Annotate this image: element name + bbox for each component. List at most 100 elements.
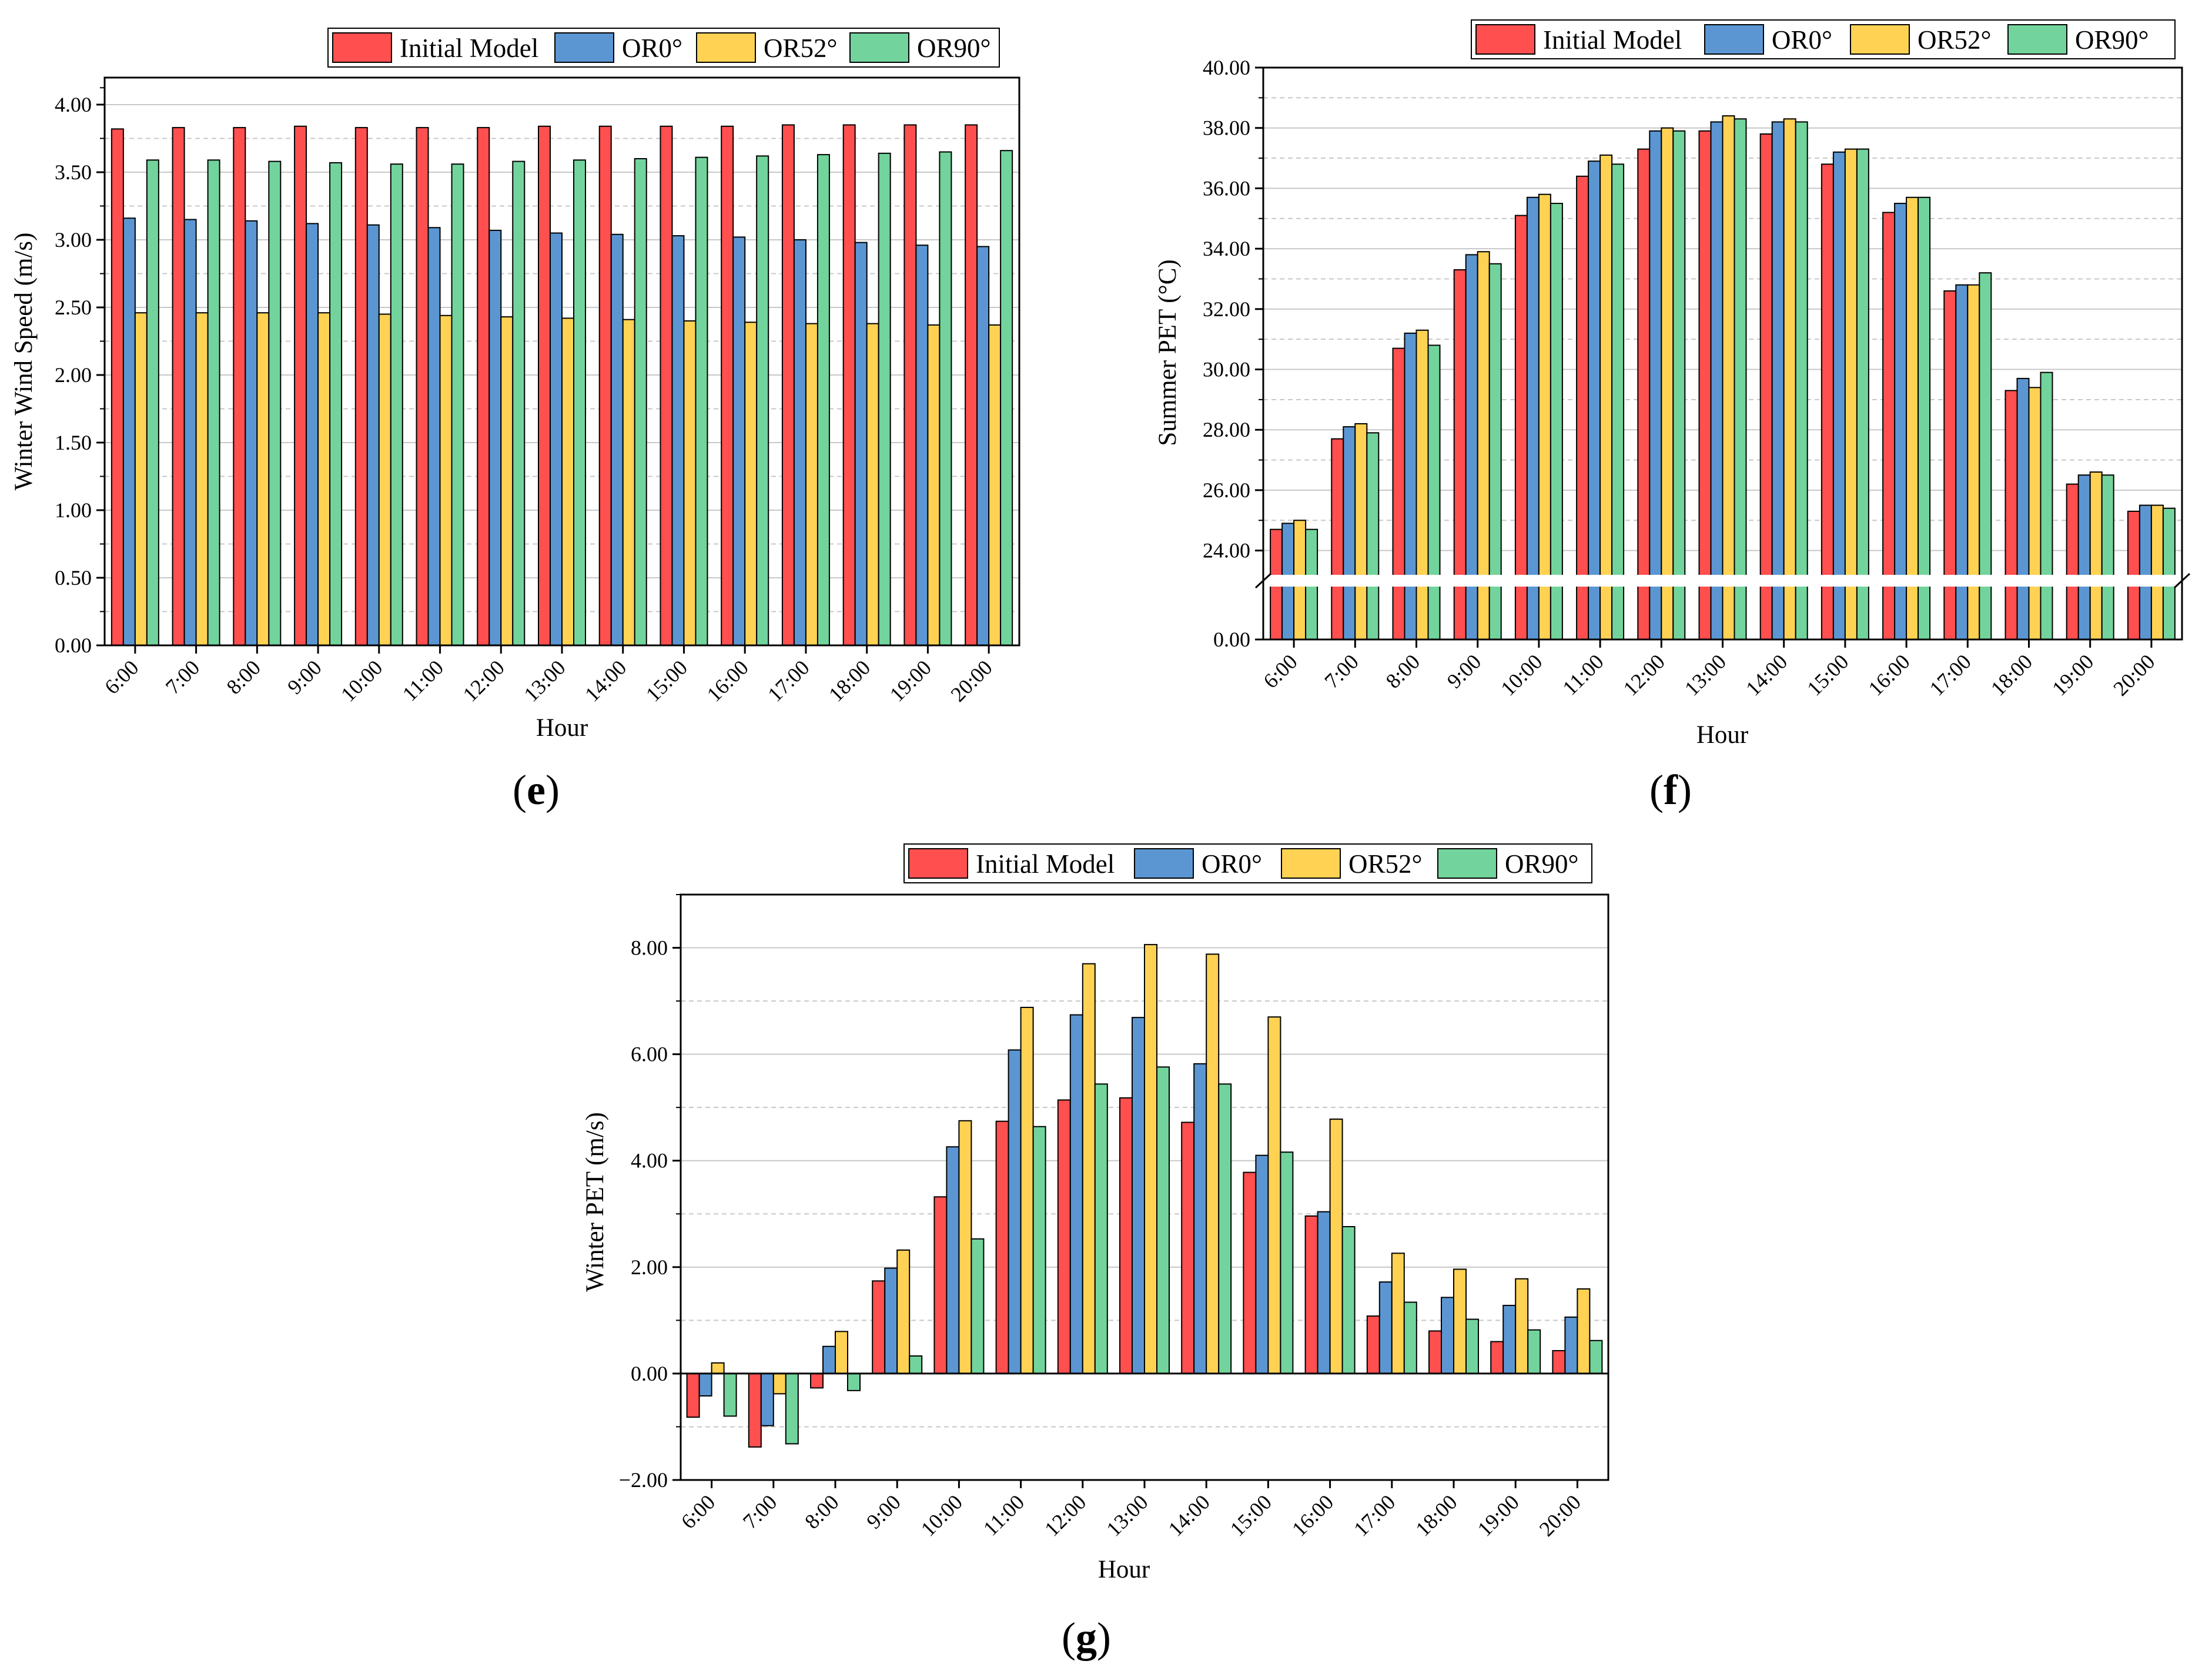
- x-tick-label: 18:00: [1411, 1490, 1461, 1541]
- bar-or90: [451, 163, 464, 646]
- bar-or90: [971, 1238, 985, 1374]
- bar-or52: [896, 1249, 911, 1374]
- x-tick-label: 19:00: [1473, 1490, 1524, 1541]
- bar-or0: [1526, 196, 1540, 641]
- legend-swatch-or0: [1704, 24, 1764, 55]
- bar-initial: [1243, 1171, 1257, 1374]
- bar-or90: [329, 162, 343, 646]
- bar-or90: [1280, 1151, 1294, 1374]
- x-tick-label: 8:00: [800, 1490, 844, 1533]
- bar-or52: [1577, 1288, 1591, 1374]
- panel-label-e: (e): [513, 766, 560, 813]
- bar-or90: [390, 163, 403, 646]
- y-tick-label: 30.00: [1203, 358, 1250, 381]
- bar-or0: [2016, 377, 2030, 640]
- legend-label-initial: Initial Model: [400, 34, 538, 63]
- bar-or0: [946, 1146, 960, 1374]
- x-tick-label: 19:00: [885, 655, 936, 706]
- legend-swatch-or0: [1134, 848, 1194, 879]
- bar-or0: [1404, 332, 1417, 640]
- bar-or52: [988, 324, 1002, 646]
- bar-or0: [1564, 1316, 1578, 1374]
- bar-or90: [1917, 196, 1931, 641]
- bar-or52: [1206, 953, 1220, 1374]
- x-tick-label: 10:00: [1496, 649, 1547, 700]
- y-tick-label: 38.00: [1203, 116, 1250, 140]
- bar-or90: [756, 155, 769, 646]
- legend-label-initial: Initial Model: [976, 849, 1115, 879]
- x-tick-label: 14:00: [1741, 649, 1792, 700]
- bar-or52: [1453, 1268, 1467, 1374]
- bar-initial: [842, 124, 856, 646]
- bar-or0: [1649, 130, 1662, 640]
- legend-swatch-or52: [696, 32, 756, 63]
- bar-or0: [1132, 1017, 1145, 1374]
- bar-or90: [1856, 148, 1869, 640]
- bar-initial: [781, 124, 795, 646]
- x-tick-label: 8:00: [1381, 649, 1425, 693]
- legend-e: Initial Model OR0° OR52° OR90°: [327, 28, 1000, 68]
- bar-or0: [1343, 426, 1356, 640]
- bar-or0: [1832, 151, 1846, 641]
- y-axis-title-g: Winter PET (m/s): [581, 1112, 609, 1292]
- bar-or90: [1734, 118, 1747, 641]
- legend-f: Initial Model OR0° OR52° OR90°: [1471, 19, 2176, 59]
- legend-swatch-initial: [332, 32, 392, 63]
- bar-or52: [256, 312, 270, 646]
- bar-or90: [1795, 121, 1808, 640]
- bar-or90: [146, 159, 159, 646]
- bar-or52: [1020, 1006, 1034, 1374]
- bar-initial: [1119, 1097, 1133, 1374]
- bar-initial: [233, 127, 246, 647]
- bar-initial: [748, 1372, 762, 1448]
- x-axis-title-g: Hour: [1098, 1556, 1150, 1583]
- x-tick-label: 15:00: [641, 655, 692, 706]
- legend-label-or0: OR0°: [622, 34, 682, 63]
- x-axis-title-e: Hour: [536, 714, 588, 742]
- bar-or90: [1527, 1329, 1541, 1374]
- bar-or90: [878, 152, 891, 646]
- bar-or0: [732, 236, 746, 646]
- bar-or52: [1267, 1016, 1281, 1374]
- bar-or90: [573, 159, 586, 646]
- y-tick-label: 6.00: [631, 1043, 668, 1066]
- bar-or0: [1317, 1211, 1331, 1374]
- x-tick-label: 17:00: [763, 655, 814, 706]
- bar-initial: [1637, 148, 1651, 640]
- bars-e: [111, 124, 1013, 647]
- bar-or0: [306, 223, 319, 646]
- bar-initial: [686, 1372, 700, 1418]
- x-tick-label: 13:00: [1102, 1490, 1152, 1541]
- bar-or52: [134, 312, 148, 646]
- bar-or90: [1156, 1066, 1170, 1374]
- bar-or90: [1427, 344, 1441, 641]
- bar-or52: [1391, 1253, 1405, 1374]
- x-tick-label: 6:00: [1259, 649, 1302, 693]
- bar-or0: [1193, 1063, 1207, 1374]
- x-tick-label: 14:00: [580, 655, 631, 706]
- bar-or0: [915, 245, 929, 646]
- bar-or0: [610, 233, 624, 646]
- bar-initial: [2066, 483, 2079, 640]
- bar-or0: [366, 224, 380, 646]
- legend-label-or52: OR52°: [1348, 849, 1423, 879]
- bar-initial: [2004, 390, 2018, 640]
- legend-label-initial: Initial Model: [1543, 25, 1682, 55]
- y-tick-label: 36.00: [1203, 176, 1250, 200]
- bar-initial: [903, 124, 917, 646]
- bar-or90: [816, 154, 830, 647]
- x-tick-label: 17:00: [1349, 1490, 1400, 1541]
- bar-or90: [1611, 163, 1625, 640]
- bar-or0: [1441, 1297, 1454, 1374]
- legend-swatch-or90: [2007, 24, 2067, 55]
- y-axis-ticks-g: −2.00 0.00 2.00 4.00 6.00 8.00: [619, 894, 681, 1492]
- panel-letter-e: e: [527, 766, 546, 813]
- bar-or52: [744, 322, 758, 646]
- bar-initial: [477, 127, 490, 647]
- y-tick-label: 4.00: [55, 93, 92, 116]
- y-tick-label: 0.00: [1213, 628, 1250, 651]
- bar-or90: [2101, 474, 2114, 640]
- bar-or52: [1722, 115, 1735, 640]
- y-tick-label: 1.50: [55, 431, 92, 454]
- axis-break-gap: [1255, 575, 2190, 587]
